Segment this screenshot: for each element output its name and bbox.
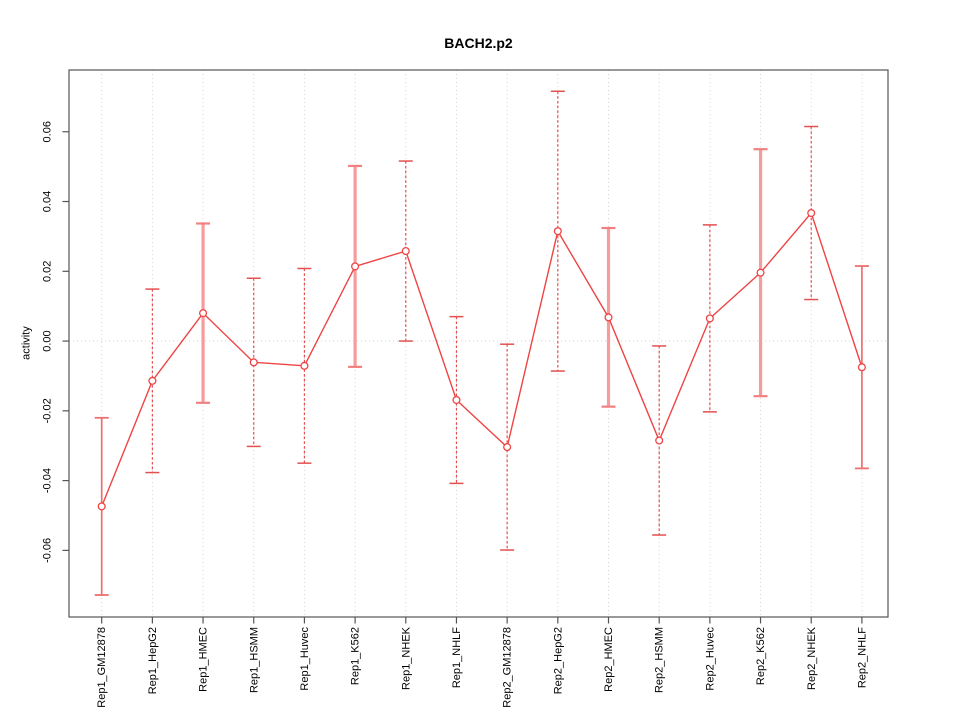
y-axis-title: activity	[21, 326, 33, 360]
data-point	[604, 313, 613, 322]
data-point	[249, 358, 258, 367]
x-tick-label: Rep1_K562	[350, 627, 362, 685]
x-tick-label: Rep1_GM12878	[96, 627, 108, 708]
data-point	[503, 443, 512, 452]
y-tick-label: 0.00	[42, 330, 54, 351]
data-point	[705, 314, 714, 323]
x-tick-label: Rep1_HepG2	[147, 627, 159, 694]
data-point	[452, 395, 461, 405]
series-line	[101, 211, 863, 507]
data-point	[300, 361, 309, 370]
y-tick-label: 0.04	[42, 191, 54, 212]
y-tick-label: -0.02	[42, 398, 54, 423]
data-point	[351, 262, 360, 271]
data-point	[199, 309, 208, 318]
data-point	[807, 208, 816, 218]
chart-title: BACH2.p2	[444, 35, 513, 51]
tick-labels-layer: -0.06 -0.04 -0.02 0.00 0.02 0.04 0.06 Rep1_GM12…	[42, 121, 869, 708]
x-tick-label: Rep1_HMEC	[198, 627, 210, 692]
x-tick-label: Rep1_NHLF	[451, 627, 463, 688]
y-tick-label: 0.06	[42, 121, 54, 142]
x-tick-label: Rep1_HSMM	[248, 627, 260, 693]
y-tick-label: -0.04	[42, 468, 54, 493]
x-tick-label: Rep2_HSMM	[654, 627, 666, 693]
x-tick-label: Rep2_NHEK	[806, 626, 818, 690]
data-point	[97, 502, 106, 511]
grid-layer	[69, 70, 888, 617]
data-point	[553, 227, 562, 236]
data-point	[148, 376, 157, 385]
x-tick-label: Rep2_Huvec	[704, 627, 716, 691]
x-tick-label: Rep2_K562	[755, 627, 767, 685]
data-point	[401, 247, 410, 256]
data-point	[655, 436, 664, 445]
y-tick-label: 0.02	[42, 261, 54, 282]
y-tick-label: -0.06	[42, 538, 54, 563]
data-point	[857, 363, 866, 372]
series-layer	[97, 208, 866, 511]
x-tick-label: Rep2_HMEC	[603, 627, 615, 692]
x-tick-label: Rep2_HepG2	[552, 627, 564, 694]
axes-layer	[62, 69, 889, 624]
x-tick-label: Rep2_NHLF	[856, 627, 868, 688]
plot-border	[68, 69, 889, 618]
x-tick-label: Rep2_GM12878	[502, 627, 514, 708]
data-point	[756, 268, 765, 277]
x-tick-label: Rep1_Huvec	[299, 627, 311, 691]
error-bars-layer	[94, 90, 869, 596]
x-tick-label: Rep1_NHEK	[400, 626, 412, 690]
